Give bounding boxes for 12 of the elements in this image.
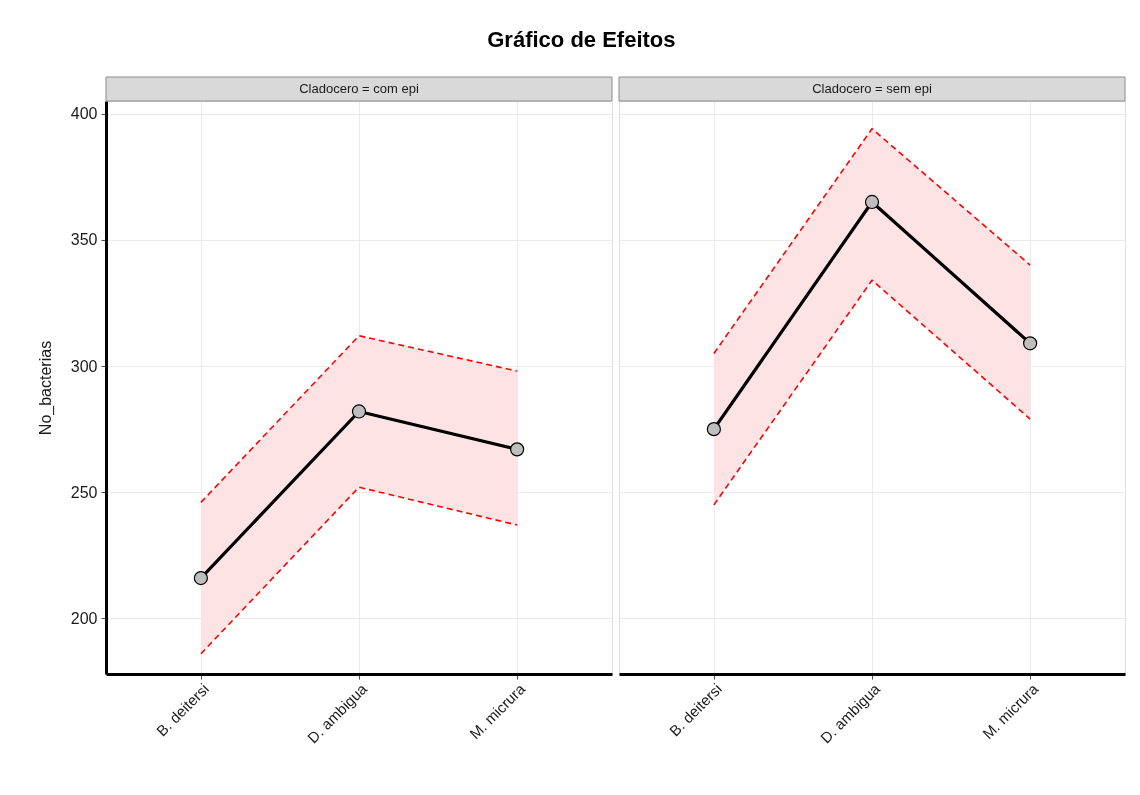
y-tick-label: 350	[70, 231, 98, 249]
chart-subtitle: Cladocero = com epi	[299, 81, 419, 96]
point	[510, 442, 525, 457]
y-tick-label: 300	[70, 357, 98, 375]
y-tick-label: 400	[70, 105, 98, 123]
chart-subtitle: Cladocero = sem epi	[812, 81, 932, 96]
chart-title: Gráfico de Efeitos	[487, 27, 676, 52]
y-tick-label: 200	[70, 609, 98, 627]
y-axis-title: No_bacterias	[36, 340, 55, 436]
y-tick-label: 250	[70, 483, 98, 501]
point	[351, 404, 367, 419]
point	[193, 570, 208, 586]
